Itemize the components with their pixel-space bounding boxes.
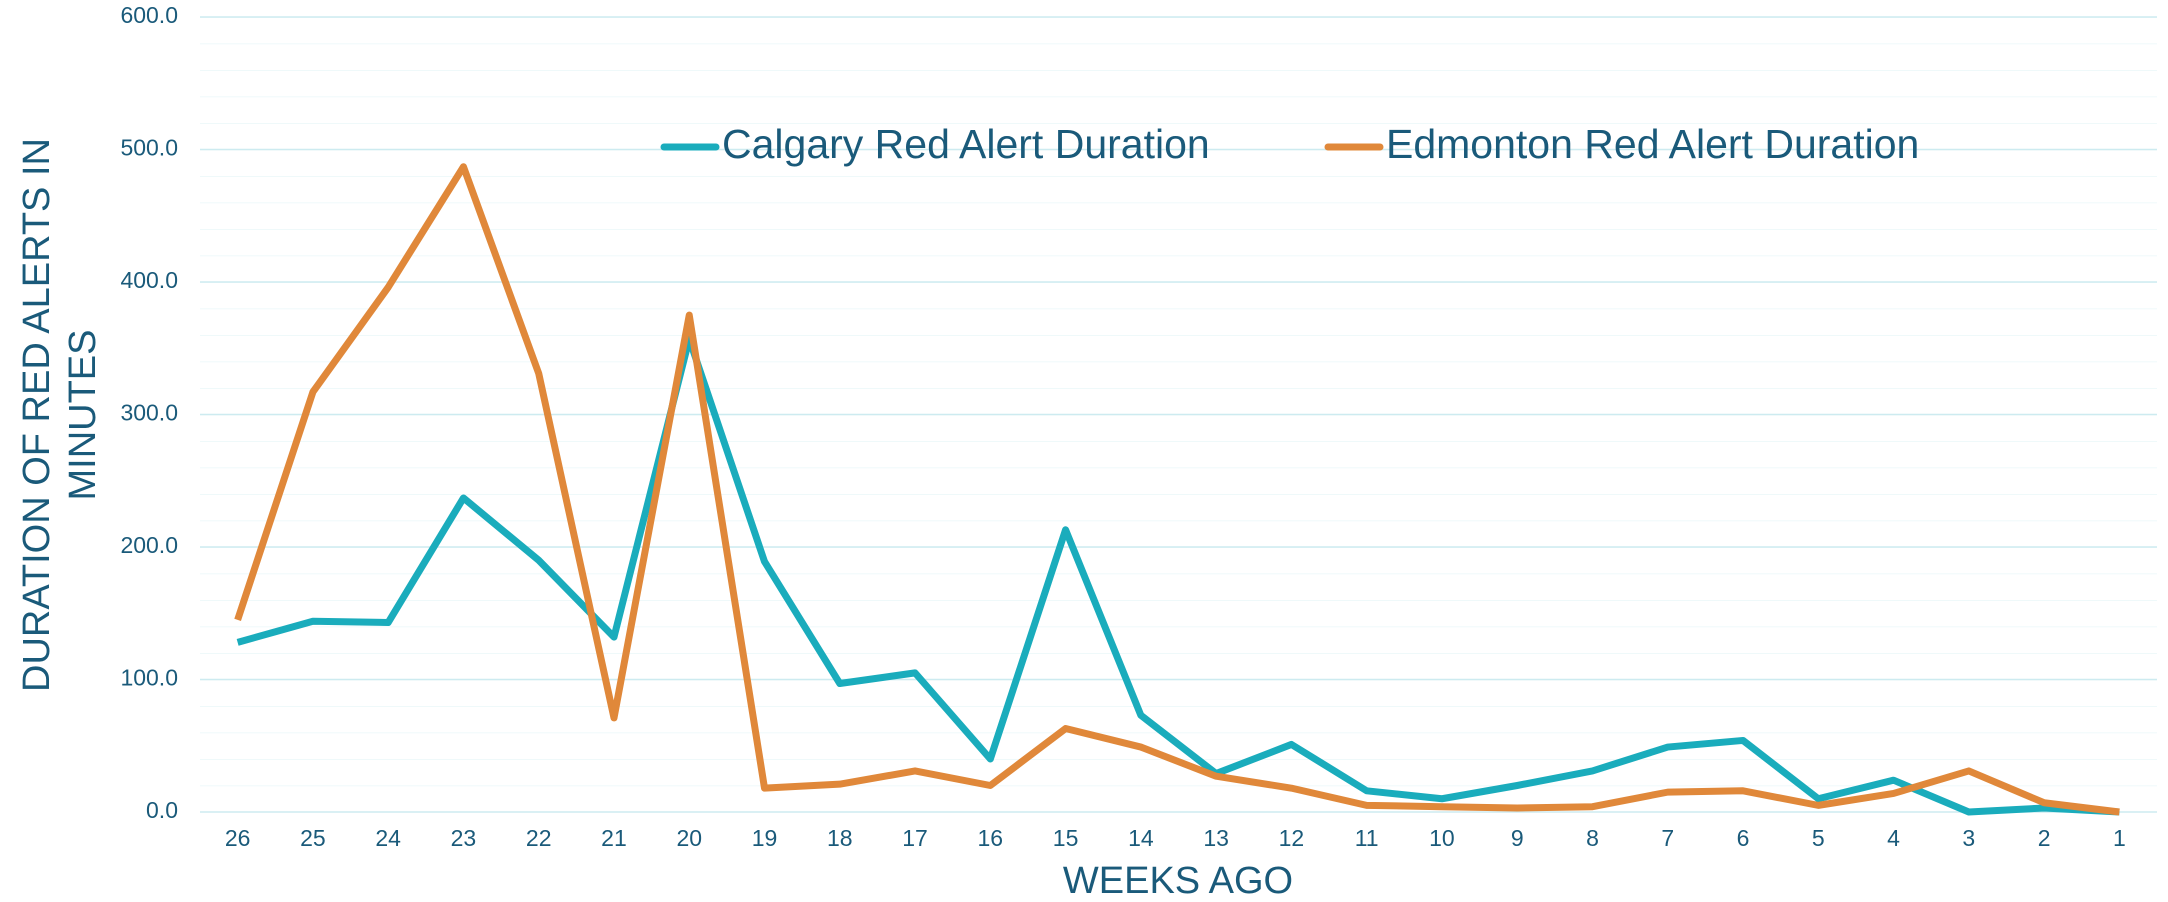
x-tick-label: 10 bbox=[1429, 825, 1455, 851]
x-tick-label: 14 bbox=[1128, 825, 1154, 851]
x-tick-label: 16 bbox=[978, 825, 1004, 851]
x-tick-label: 3 bbox=[1962, 825, 1975, 851]
x-tick-label: 12 bbox=[1279, 825, 1305, 851]
x-tick-label: 15 bbox=[1053, 825, 1079, 851]
x-tick-label: 13 bbox=[1203, 825, 1229, 851]
x-tick-label: 20 bbox=[676, 825, 702, 851]
x-tick-label: 1 bbox=[2113, 825, 2126, 851]
series-line bbox=[234, 163, 2120, 816]
x-tick-label: 21 bbox=[601, 825, 627, 851]
y-axis-title: MINUTES bbox=[62, 330, 104, 501]
y-tick-label: 400.0 bbox=[120, 267, 178, 293]
x-tick-label: 9 bbox=[1511, 825, 1524, 851]
y-tick-label: 100.0 bbox=[120, 665, 178, 691]
x-tick-label: 7 bbox=[1661, 825, 1674, 851]
x-tick-label: 5 bbox=[1812, 825, 1825, 851]
legend-label: Calgary Red Alert Duration bbox=[722, 121, 1210, 167]
x-tick-label: 24 bbox=[375, 825, 401, 851]
x-tick-label: 4 bbox=[1887, 825, 1900, 851]
x-tick-label: 26 bbox=[225, 825, 251, 851]
x-tick-label: 8 bbox=[1586, 825, 1599, 851]
x-tick-label: 19 bbox=[752, 825, 778, 851]
x-tick-label: 11 bbox=[1355, 825, 1379, 851]
y-tick-label: 600.0 bbox=[120, 2, 178, 28]
y-tick-label: 500.0 bbox=[120, 135, 178, 161]
y-tick-label: 0.0 bbox=[146, 797, 178, 823]
y-tick-label: 200.0 bbox=[120, 532, 178, 558]
legend-label: Edmonton Red Alert Duration bbox=[1386, 121, 1919, 167]
x-tick-label: 2 bbox=[2038, 825, 2051, 851]
x-tick-label: 25 bbox=[300, 825, 326, 851]
series-line bbox=[236, 335, 2120, 816]
x-tick-label: 6 bbox=[1737, 825, 1750, 851]
y-axis-title: DURATION OF RED ALERTS IN bbox=[16, 138, 58, 692]
x-tick-label: 23 bbox=[451, 825, 477, 851]
x-tick-label: 17 bbox=[902, 825, 928, 851]
x-tick-label: 22 bbox=[526, 825, 552, 851]
x-axis-title: WEEKS AGO bbox=[1063, 860, 1293, 902]
y-tick-label: 300.0 bbox=[120, 400, 178, 426]
x-tick-label: 18 bbox=[827, 825, 853, 851]
